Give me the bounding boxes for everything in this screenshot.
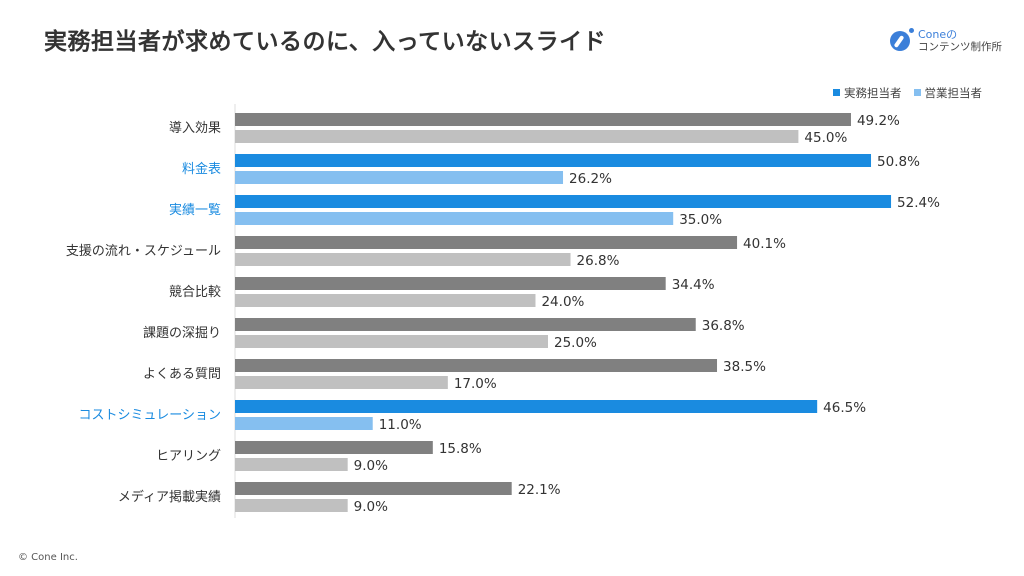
value-label: 46.5% bbox=[823, 400, 866, 416]
bar-sales bbox=[235, 335, 548, 348]
value-label: 24.0% bbox=[541, 294, 584, 310]
category-label: 競合比較 bbox=[169, 285, 221, 300]
value-label: 49.2% bbox=[857, 113, 900, 129]
value-label: 9.0% bbox=[354, 499, 388, 515]
value-label: 45.0% bbox=[804, 130, 847, 146]
legend-swatch bbox=[913, 89, 921, 96]
bar-practitioner bbox=[235, 195, 892, 208]
logo-dot bbox=[909, 28, 914, 33]
chart-legend: 実務担当者 営業担当者 bbox=[833, 85, 982, 101]
category-label: よくある質問 bbox=[143, 367, 221, 382]
bar-practitioner bbox=[235, 277, 666, 290]
value-label: 35.0% bbox=[679, 212, 722, 228]
value-label: 9.0% bbox=[354, 458, 388, 474]
cone-logo-icon bbox=[890, 31, 910, 51]
category-label: 支援の流れ・スケジュール bbox=[66, 244, 221, 259]
logo-line1: Coneの bbox=[918, 28, 958, 41]
logo-line2: コンテンツ制作所 bbox=[918, 41, 1002, 53]
value-label: 22.1% bbox=[518, 482, 561, 498]
bar-sales bbox=[235, 212, 674, 225]
legend-swatch bbox=[833, 89, 840, 96]
bar-practitioner bbox=[235, 113, 851, 126]
value-label: 25.0% bbox=[554, 335, 597, 351]
bar-sales bbox=[235, 376, 448, 389]
value-label: 26.8% bbox=[577, 253, 620, 269]
category-label: 導入効果 bbox=[169, 121, 221, 136]
legend-label: 営業担当者 bbox=[924, 86, 983, 100]
legend-item-practitioner: 実務担当者 bbox=[833, 85, 902, 101]
value-label: 38.5% bbox=[723, 359, 766, 375]
bar-sales bbox=[235, 417, 373, 430]
chart-title: 実務担当者が求めているのに、入っていないスライド bbox=[44, 29, 607, 55]
copyright: © Cone Inc. bbox=[18, 552, 78, 563]
value-label: 11.0% bbox=[379, 417, 422, 433]
bar-sales bbox=[235, 253, 571, 266]
legend-item-sales: 営業担当者 bbox=[913, 85, 983, 101]
bar-sales bbox=[235, 499, 348, 512]
bar-sales bbox=[235, 458, 348, 471]
value-label: 50.8% bbox=[877, 154, 920, 170]
value-label: 15.8% bbox=[439, 441, 482, 457]
bar-practitioner bbox=[235, 318, 696, 331]
value-label: 36.8% bbox=[702, 318, 745, 334]
bar-sales bbox=[235, 130, 799, 143]
value-label: 26.2% bbox=[569, 171, 612, 187]
legend-label: 実務担当者 bbox=[844, 86, 902, 100]
bar-practitioner bbox=[235, 359, 718, 372]
bar-practitioner bbox=[235, 400, 818, 413]
category-label: 料金表 bbox=[182, 161, 221, 177]
value-label: 52.4% bbox=[897, 195, 940, 211]
bar-practitioner bbox=[235, 236, 738, 249]
category-label: メディア掲載実績 bbox=[118, 489, 221, 505]
category-label: 実績一覧 bbox=[169, 202, 221, 218]
value-label: 17.0% bbox=[454, 376, 497, 392]
bar-practitioner bbox=[235, 441, 433, 454]
category-label: ヒアリング bbox=[156, 449, 221, 464]
bar-sales bbox=[235, 171, 564, 184]
bar-sales bbox=[235, 294, 536, 307]
value-label: 40.1% bbox=[743, 236, 786, 252]
bar-practitioner bbox=[235, 154, 872, 167]
value-label: 34.4% bbox=[672, 277, 715, 293]
cone-logo: Coneの コンテンツ制作所 bbox=[890, 28, 1010, 53]
category-label: コストシミュレーション bbox=[79, 408, 221, 423]
category-label: 課題の深掘り bbox=[143, 325, 221, 341]
bar-practitioner bbox=[235, 482, 512, 495]
